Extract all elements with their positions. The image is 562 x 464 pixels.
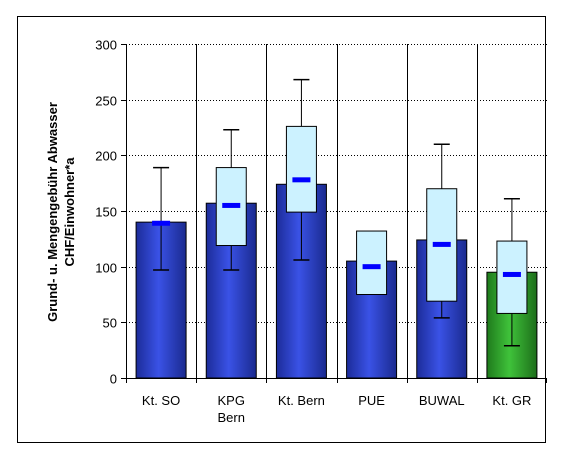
mean-marker	[222, 202, 241, 208]
mean-marker	[152, 220, 171, 226]
y-tick-label: 0	[110, 372, 117, 387]
range-box	[496, 240, 528, 314]
range-box	[285, 125, 317, 213]
labels-layer: 0 50 100 150 200 250 300 Kt. SO KPG Bern Kt. Bern P…	[95, 38, 531, 426]
y-tick-label: 100	[95, 261, 117, 276]
x-tick-label: Kt. Bern	[278, 393, 325, 408]
x-tick-label: Kt. GR	[492, 393, 531, 408]
mean-marker	[362, 264, 381, 270]
mean-marker	[502, 271, 521, 277]
x-tick-label: Kt. SO	[142, 393, 180, 408]
bars-layer	[135, 78, 538, 379]
range-box	[356, 230, 388, 295]
x-tick-label: Bern	[218, 410, 245, 425]
y-axis-label-line-1: Grund- u. Mengengebühr Abwasser	[45, 102, 60, 322]
x-tick-label: BUWAL	[419, 393, 465, 408]
y-tick-label: 50	[103, 316, 117, 331]
y-tick-label: 200	[95, 149, 117, 164]
y-tick-label: 150	[95, 205, 117, 220]
grid-layer	[126, 44, 547, 378]
y-axis-label-line-2: CHF/Einwohner*a	[62, 157, 77, 267]
mean-marker	[292, 177, 311, 183]
x-tick-label: PUE	[358, 393, 385, 408]
axes-layer	[121, 44, 547, 383]
x-tick-label: KPG	[218, 393, 245, 408]
y-tick-label: 250	[95, 94, 117, 109]
mean-marker	[432, 241, 451, 247]
y-tick-label: 300	[95, 38, 117, 53]
